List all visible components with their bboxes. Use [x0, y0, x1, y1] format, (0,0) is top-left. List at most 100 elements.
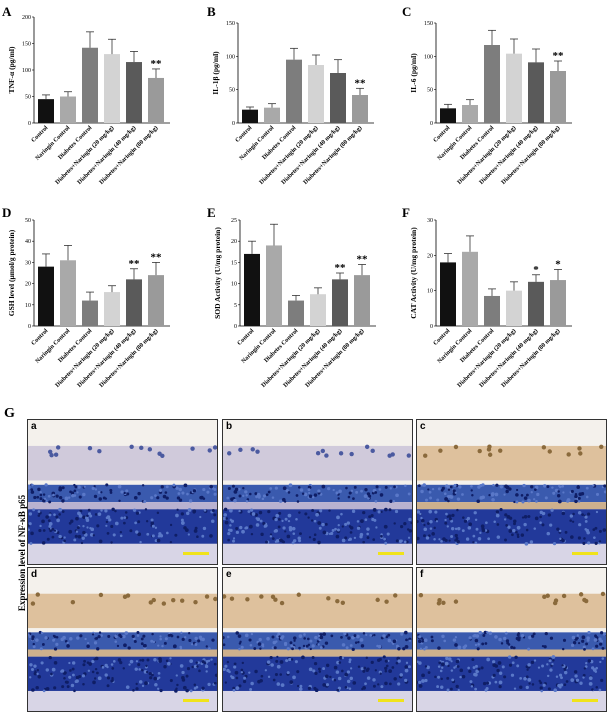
- retina-tissue: [417, 568, 606, 711]
- bar: [354, 275, 370, 326]
- micrograph-f-label: f: [420, 569, 424, 580]
- bar: [484, 45, 500, 123]
- micrograph-a: a: [27, 419, 218, 565]
- y-tick-label: 20: [231, 239, 237, 245]
- panel-letter: C: [402, 4, 411, 19]
- chart-panel-d: D 0 10 20 30 40 50 GSH level (μmol/g protein) Co…: [2, 205, 170, 389]
- bar: [352, 95, 368, 123]
- bar: [550, 71, 566, 123]
- bar: [440, 108, 456, 123]
- category-label: Control: [30, 327, 50, 347]
- significance-mark: **: [355, 77, 367, 89]
- y-tick-label: 0: [430, 121, 433, 127]
- bar: [244, 253, 260, 326]
- micrograph-b: b: [222, 419, 413, 565]
- micrograph-b-label: b: [226, 421, 233, 432]
- bar: [528, 281, 544, 326]
- panel-g-label: G: [4, 406, 15, 421]
- y-tick-label: 50: [427, 88, 433, 94]
- y-tick-label: 40: [25, 239, 31, 245]
- bar: [60, 96, 76, 123]
- y-axis-label: IL-1β (pg/ml): [211, 51, 220, 95]
- bar: [38, 266, 54, 326]
- scale-bar: [572, 699, 598, 702]
- bar: [82, 47, 98, 123]
- scale-bar: [378, 699, 404, 702]
- micrograph-c: c: [416, 419, 607, 565]
- scale-bar: [183, 699, 209, 702]
- y-tick-label: 200: [22, 15, 31, 21]
- y-tick-label: 50: [229, 88, 235, 94]
- y-tick-label: 30: [427, 218, 433, 224]
- y-axis-label: CAT Activity (U/mg protein): [409, 227, 418, 319]
- panel-letter: A: [2, 4, 12, 19]
- bar: [126, 279, 142, 326]
- panel-letter: F: [402, 205, 410, 220]
- bar: [104, 54, 120, 123]
- scale-bar: [183, 552, 209, 555]
- bar: [60, 260, 76, 326]
- bar: [308, 65, 324, 123]
- significance-mark: **: [151, 58, 163, 70]
- bar: [38, 99, 54, 123]
- panel-letter: E: [207, 205, 216, 220]
- category-label: Control: [236, 327, 256, 347]
- panel-letter: B: [207, 4, 216, 19]
- bar: [462, 105, 478, 123]
- bar: [440, 262, 456, 326]
- y-axis-label: TNF-α (pg/ml): [7, 46, 16, 93]
- bar: [82, 300, 98, 326]
- y-tick-label: 100: [22, 68, 31, 74]
- y-tick-label: 20: [427, 253, 433, 259]
- category-label: Control: [432, 327, 452, 347]
- bar: [264, 107, 280, 123]
- bar: [266, 245, 282, 326]
- retina-tissue: [417, 420, 606, 564]
- y-tick-label: 100: [424, 54, 433, 60]
- y-tick-label: 0: [232, 121, 235, 127]
- bar: [484, 295, 500, 326]
- significance-mark: **: [553, 50, 565, 62]
- retina-tissue: [223, 568, 412, 711]
- bar: [462, 251, 478, 326]
- category-label: Control: [234, 124, 254, 144]
- significance-mark: **: [129, 258, 141, 270]
- retina-tissue: [223, 420, 412, 564]
- y-axis-label: GSH level (μmol/g protein): [7, 229, 16, 316]
- y-tick-label: 100: [226, 54, 235, 60]
- y-tick-label: 25: [231, 218, 237, 224]
- micrograph-a-label: a: [31, 421, 37, 432]
- y-tick-label: 10: [427, 289, 433, 295]
- y-tick-label: 50: [25, 95, 31, 101]
- micrograph-e-label: e: [226, 569, 232, 580]
- micrograph-e: e: [222, 567, 413, 712]
- bar: [126, 62, 142, 123]
- significance-mark: *: [533, 264, 539, 276]
- bar: [550, 280, 566, 326]
- y-tick-label: 15: [231, 260, 237, 266]
- bar: [148, 275, 164, 326]
- bar: [104, 292, 120, 326]
- panel-letter: D: [2, 205, 11, 220]
- significance-mark: **: [357, 254, 369, 266]
- bar: [288, 300, 304, 326]
- bar: [330, 73, 346, 123]
- y-tick-label: 10: [25, 303, 31, 309]
- y-tick-label: 5: [234, 303, 237, 309]
- scale-bar: [572, 552, 598, 555]
- bar: [310, 294, 326, 326]
- y-tick-label: 0: [28, 324, 31, 330]
- y-tick-label: 30: [25, 260, 31, 266]
- y-tick-label: 0: [430, 324, 433, 330]
- micrograph-f: f: [416, 567, 607, 712]
- histology-ylabel: Expression level of NF-κB p65: [17, 494, 27, 612]
- y-tick-label: 150: [424, 21, 433, 27]
- bar: [286, 59, 302, 123]
- bar: [242, 109, 258, 123]
- category-label: Control: [30, 124, 50, 144]
- y-tick-label: 150: [226, 21, 235, 27]
